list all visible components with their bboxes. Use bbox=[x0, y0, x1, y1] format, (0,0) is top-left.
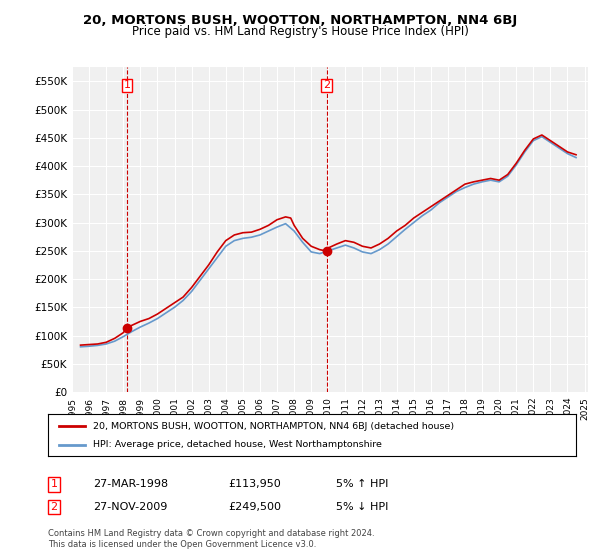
Text: Contains HM Land Registry data © Crown copyright and database right 2024.
This d: Contains HM Land Registry data © Crown c… bbox=[48, 529, 374, 549]
Text: 1: 1 bbox=[124, 80, 131, 90]
Text: 1: 1 bbox=[50, 479, 58, 489]
Text: £113,950: £113,950 bbox=[228, 479, 281, 489]
Text: HPI: Average price, detached house, West Northamptonshire: HPI: Average price, detached house, West… bbox=[93, 440, 382, 449]
Text: £249,500: £249,500 bbox=[228, 502, 281, 512]
Text: 20, MORTONS BUSH, WOOTTON, NORTHAMPTON, NN4 6BJ: 20, MORTONS BUSH, WOOTTON, NORTHAMPTON, … bbox=[83, 14, 517, 27]
Text: 20, MORTONS BUSH, WOOTTON, NORTHAMPTON, NN4 6BJ (detached house): 20, MORTONS BUSH, WOOTTON, NORTHAMPTON, … bbox=[93, 422, 454, 431]
Text: Price paid vs. HM Land Registry's House Price Index (HPI): Price paid vs. HM Land Registry's House … bbox=[131, 25, 469, 38]
Text: 5% ↑ HPI: 5% ↑ HPI bbox=[336, 479, 388, 489]
Text: 5% ↓ HPI: 5% ↓ HPI bbox=[336, 502, 388, 512]
Text: 27-NOV-2009: 27-NOV-2009 bbox=[93, 502, 167, 512]
Text: 2: 2 bbox=[323, 80, 330, 90]
Text: 27-MAR-1998: 27-MAR-1998 bbox=[93, 479, 168, 489]
Text: 2: 2 bbox=[50, 502, 58, 512]
